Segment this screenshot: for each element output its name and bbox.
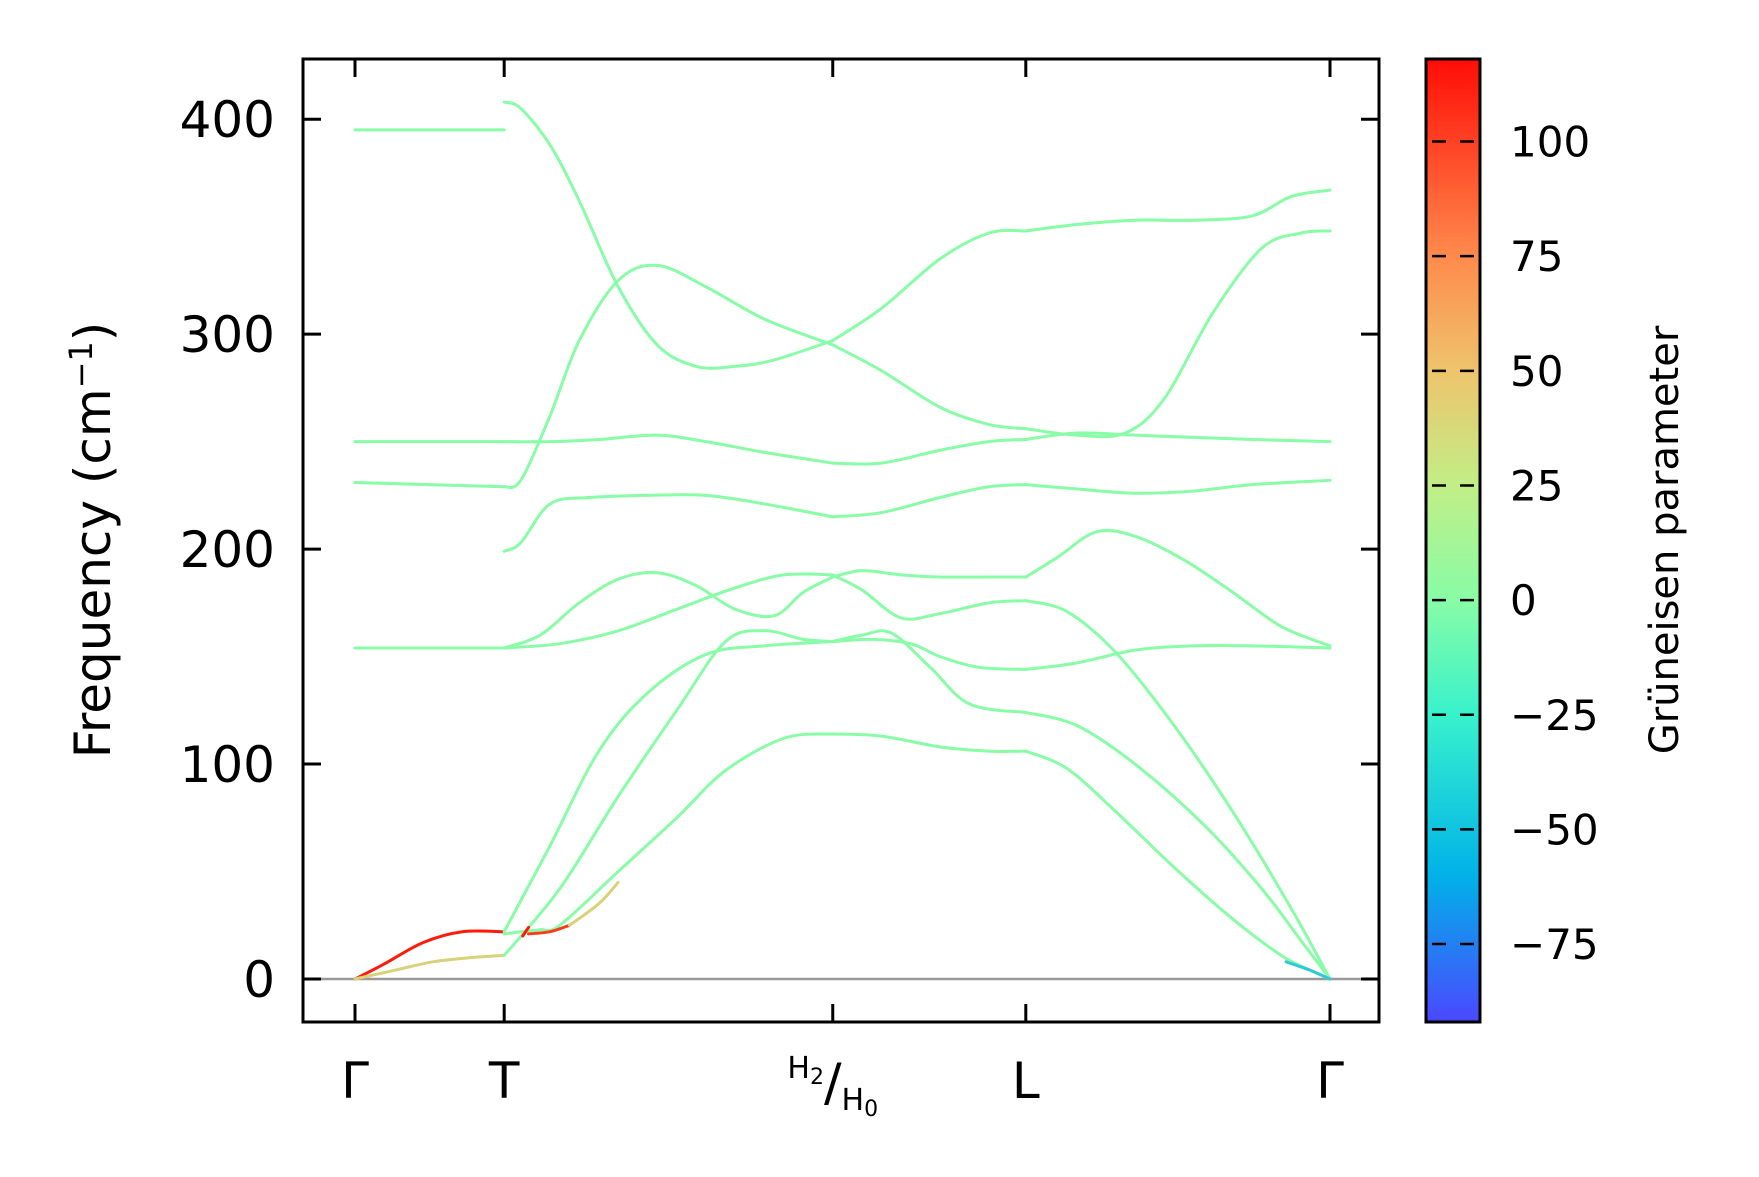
band-line — [527, 923, 571, 936]
x-tick-label-part: H — [787, 1051, 810, 1086]
colorbar-tick-label: 25 — [1510, 461, 1563, 510]
colorbar-tick-label: 0 — [1510, 576, 1537, 625]
band-line — [502, 493, 835, 553]
segment-2 — [831, 228, 1028, 753]
band-line — [1024, 599, 1332, 981]
band-line — [502, 263, 835, 490]
band-line — [353, 929, 506, 981]
x-tick-label: L — [1012, 1052, 1040, 1110]
x-tick-label: T — [488, 1052, 520, 1110]
y-ticks: 0 100 200 300 400 — [180, 91, 1379, 1009]
band-line — [831, 637, 1028, 671]
band-line — [521, 925, 531, 938]
x-tick-label: Γ — [341, 1052, 369, 1110]
band-line — [1284, 960, 1332, 981]
x-tick-label-part: H — [842, 1083, 865, 1118]
band-line — [1024, 528, 1332, 648]
y-axis-label-end: ) — [64, 322, 122, 342]
colorbar — [1424, 57, 1482, 1024]
colorbar-tick-label: 100 — [1510, 118, 1590, 167]
band-line — [831, 569, 1028, 579]
band-line — [502, 100, 835, 370]
colorbar-tick-label: 75 — [1510, 232, 1563, 281]
band-line — [502, 640, 835, 934]
segment-1 — [502, 100, 835, 957]
band-line — [568, 880, 620, 927]
band-line — [831, 573, 1028, 621]
band-line — [1024, 643, 1332, 671]
band-line — [831, 228, 1028, 343]
y-tick-label: 0 — [243, 951, 275, 1009]
colorbar-label: Grüneisen parameter — [1642, 325, 1688, 754]
y-tick-label: 100 — [180, 736, 275, 794]
band-line — [831, 629, 1028, 714]
x-tick-label-part: / — [824, 1053, 842, 1113]
x-tick-label: Γ — [1316, 1052, 1344, 1110]
colorbar-tick-label: −50 — [1510, 805, 1599, 854]
band-line — [831, 343, 1028, 431]
y-axis-label-main: Frequency (cm — [64, 388, 122, 758]
band-line — [353, 953, 506, 981]
segment-3 — [1024, 188, 1332, 981]
y-axis-label-sup: −1 — [62, 341, 100, 388]
y-tick-label: 400 — [180, 91, 275, 149]
band-line — [502, 572, 835, 650]
y-tick-label: 300 — [180, 306, 275, 364]
band-line — [1024, 229, 1332, 439]
band-line — [831, 483, 1028, 519]
x-tick-label-part: 2 — [810, 1065, 824, 1090]
band-line — [502, 732, 835, 936]
band-line — [1024, 710, 1332, 981]
colorbar-tick-label: 50 — [1510, 347, 1563, 396]
band-line — [831, 732, 1028, 753]
segment-0 — [353, 128, 506, 981]
y-tick-label: 200 — [180, 521, 275, 579]
x-tick-label: H2/H0 — [787, 1051, 878, 1122]
phonon-bands — [353, 100, 1332, 981]
band-line — [1024, 478, 1332, 495]
y-axis-label: Frequency (cm−1) — [62, 322, 122, 759]
plot-frame — [301, 57, 1381, 1024]
colorbar-tick-label: −25 — [1510, 691, 1599, 740]
band-line — [353, 480, 506, 489]
band-line — [831, 437, 1028, 466]
band-line — [1024, 749, 1332, 981]
x-ticks: Γ T H2/H0 L Γ — [341, 59, 1344, 1122]
band-line — [502, 629, 835, 957]
band-line — [1024, 188, 1332, 233]
colorbar-tick-label: −75 — [1510, 920, 1599, 969]
band-line — [502, 571, 835, 650]
band-line — [1024, 431, 1332, 444]
x-tick-label-part: 0 — [864, 1097, 878, 1122]
colorbar-ticks: 100 75 50 25 0 −25 −50 −75 — [1426, 118, 1599, 969]
band-line — [502, 433, 835, 465]
